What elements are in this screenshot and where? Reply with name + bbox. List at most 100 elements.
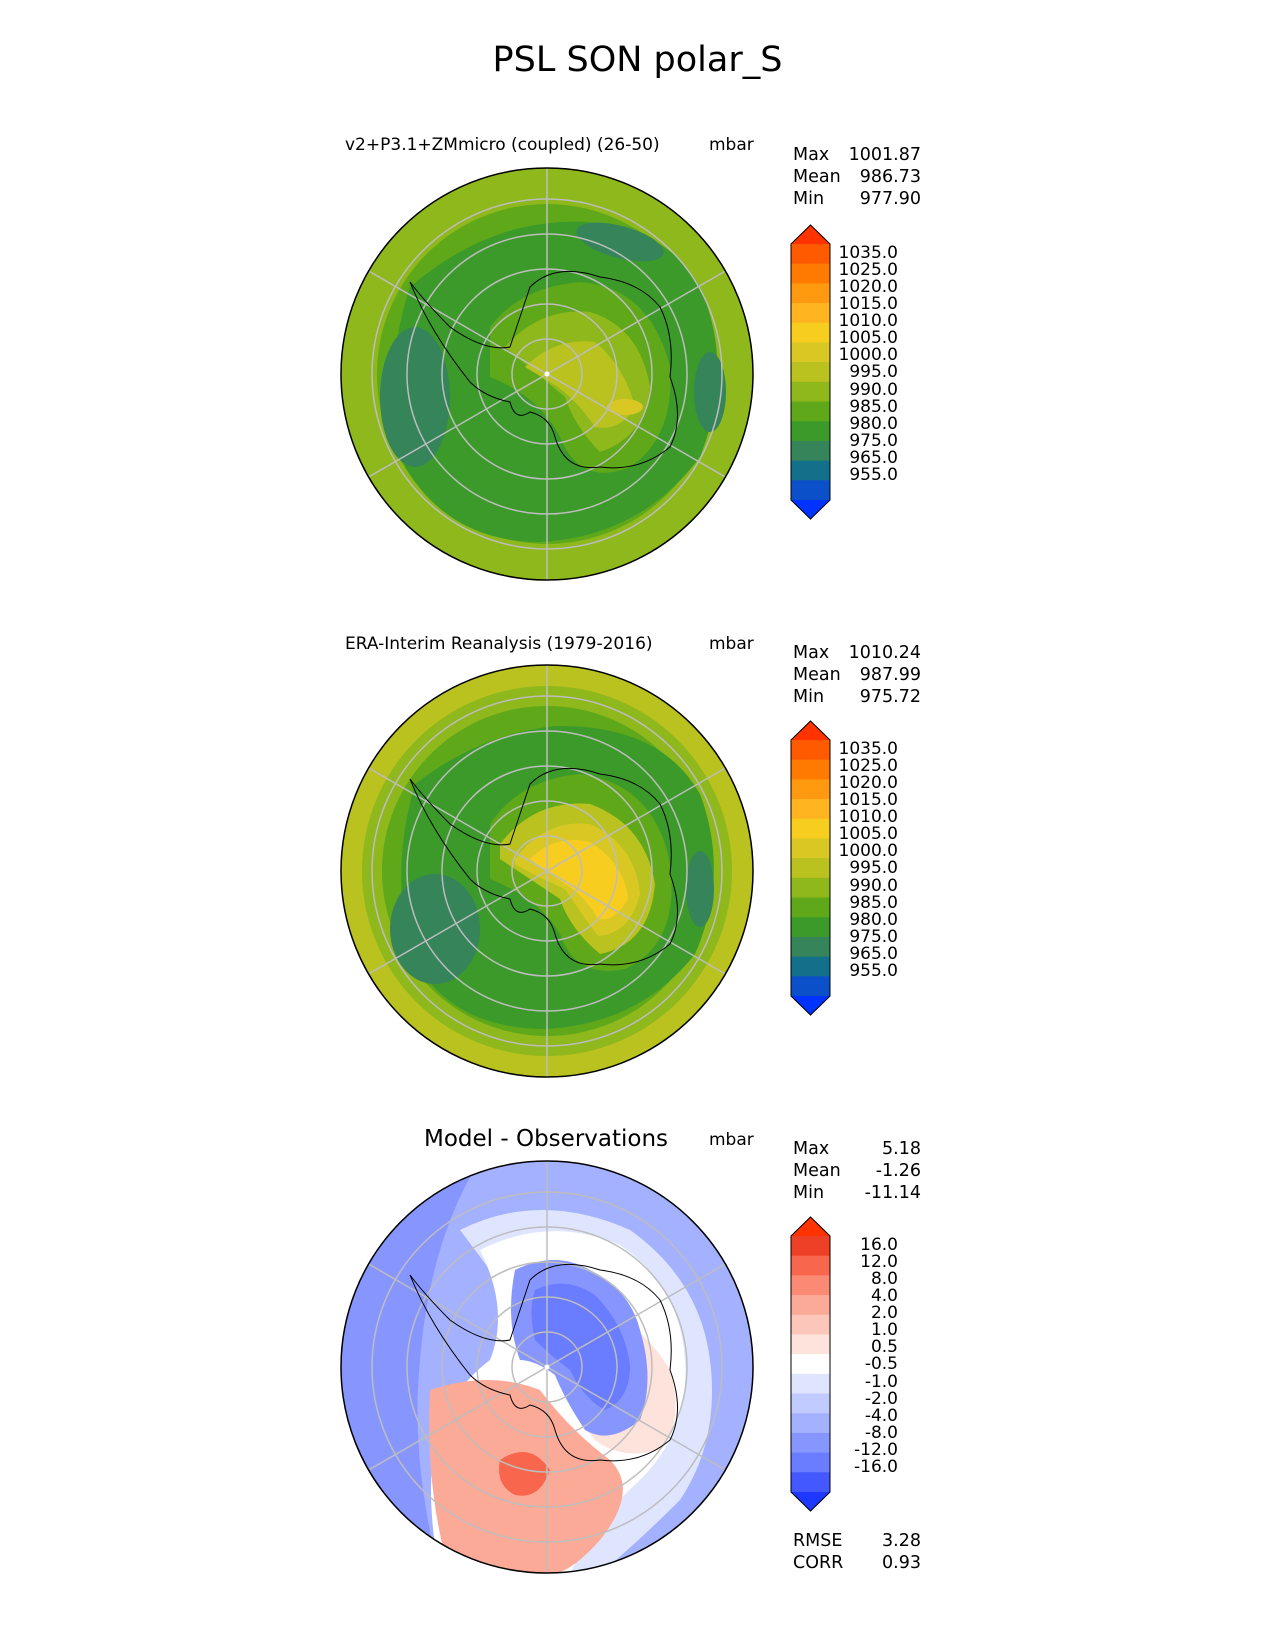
max-label: Max [793,1139,830,1159]
min-value: 977.90 [859,189,921,209]
corr-value: 0.93 [882,1553,921,1573]
colorbar-swatch [791,362,830,383]
colorbar-tick-label: 1010.0 [838,807,898,827]
panel-3-title: Model - Observations [424,1126,669,1152]
colorbar-tick-label: 1015.0 [838,790,898,810]
colorbar-tick-label: 975.0 [849,927,898,947]
min-value: -11.14 [864,1183,921,1203]
colorbar-tick-label: 980.0 [849,414,898,434]
field-high-core [607,399,643,415]
colorbar-swatch [791,1413,830,1434]
colorbar-swatch [791,976,830,997]
colorbar-tick-label: 2.0 [870,1303,898,1323]
graticule [368,665,726,1077]
colorbar-tick-label: -1.0 [864,1372,898,1392]
colorbar-swatch [791,381,830,403]
colorbar-swatch [791,838,830,859]
panel-1-colorbar [790,224,831,520]
colorbar-extend-low [791,996,830,1015]
colorbar-swatch [791,740,830,761]
colorbar-swatch [791,1452,830,1473]
colorbar-swatch [791,1295,830,1316]
colorbar-tick-label: 8.0 [870,1269,898,1289]
antarctica-coastline [409,767,678,966]
colorbar-tick-label: 1035.0 [838,243,898,263]
colorbar-tick-label: 995.0 [849,362,898,382]
figure-title: PSL SON polar_S [492,40,783,80]
colorbar-swatch [791,897,830,918]
mean-value: 986.73 [859,167,921,187]
colorbar-swatch [791,936,830,958]
colorbar-swatch [791,342,830,363]
pole-marker [544,371,550,377]
colorbar-tick-label: 975.0 [849,431,898,451]
field-neg-west [341,1161,480,1573]
map-frame [340,167,754,581]
panel-1-units: mbar [709,135,754,155]
max-label: Max [793,145,830,165]
colorbar-tick-label: 4.0 [870,1286,898,1306]
mean-label: Mean [793,167,841,187]
colorbar-tick-label: 955.0 [849,961,898,981]
min-label: Min [793,687,825,707]
field-near-zero-ring [460,1210,712,1573]
rmse-label: RMSE [793,1531,843,1551]
panel-2-units: mbar [709,634,754,654]
panel-2-stats: Max 1010.24 Mean 987.99 Min 975.72 [793,642,921,708]
panel-3-metrics: RMSE 3.28 CORR 0.93 [793,1530,921,1574]
colorbar-tick-label: 980.0 [849,910,898,930]
antarctica-coastline [409,270,678,469]
panel-2-title: ERA-Interim Reanalysis (1979-2016) [345,634,653,654]
colorbar-extend-high [791,721,830,740]
field-low-west [380,327,450,467]
max-value: 5.18 [882,1139,921,1159]
rmse-value: 3.28 [882,1531,921,1551]
colorbar-tick-label: 1020.0 [838,277,898,297]
colorbar-tick-label: 965.0 [849,448,898,468]
pole-marker [544,1364,550,1370]
colorbar-extend-high [791,225,830,244]
field-high-core [530,840,628,920]
panel-3-colorbar [790,1216,831,1512]
max-value: 1010.24 [848,643,921,663]
colorbar-swatch [791,1314,830,1335]
colorbar-swatch [791,1472,830,1493]
colorbar-swatch [791,401,830,422]
panel-3-units: mbar [709,1130,754,1150]
panel-1-title: v2+P3.1+ZMmicro (coupled) (26-50) [345,135,660,155]
colorbar-swatch [791,303,830,324]
panel-1-polar-map [340,167,754,581]
colorbar-tick-label: 1035.0 [838,739,898,759]
colorbar-tick-label: 1005.0 [838,824,898,844]
colorbar-tick-label: 1000.0 [838,345,898,365]
colorbar-tick-label: 995.0 [849,858,898,878]
colorbar-swatch [791,1275,830,1296]
field-low-north [576,222,664,262]
min-value: 975.72 [859,687,921,707]
map-frame [340,1160,754,1574]
colorbar-swatch [791,858,830,879]
field-low-east [686,851,714,927]
panel-3-stats: Max 5.18 Mean -1.26 Min -11.14 [793,1138,921,1204]
colorbar-tick-label: -8.0 [864,1423,898,1443]
antarctica-coastline [409,1263,678,1462]
colorbar-swatch [791,283,830,304]
colorbar-tick-label: 1025.0 [838,756,898,776]
colorbar-extend-high [791,1217,830,1236]
panel-2-polar-map [340,664,754,1078]
colorbar-tick-label: 0.5 [870,1337,898,1357]
colorbar-swatch [791,1354,830,1375]
colorbar-swatch [791,799,830,820]
colorbar-swatch [791,263,830,284]
colorbar-swatch [791,917,830,938]
colorbar-swatch [791,1373,830,1395]
colorbar-swatch [791,322,830,343]
colorbar-swatch [791,818,830,839]
colorbar-swatch [791,421,830,442]
colorbar-tick-label: -2.0 [864,1389,898,1409]
colorbar-swatch [791,440,830,462]
colorbar-tick-label: 1005.0 [838,328,898,348]
colorbar-tick-label: -0.5 [864,1354,898,1374]
colorbar-swatch [791,1432,830,1454]
mean-value: -1.26 [875,1161,921,1181]
